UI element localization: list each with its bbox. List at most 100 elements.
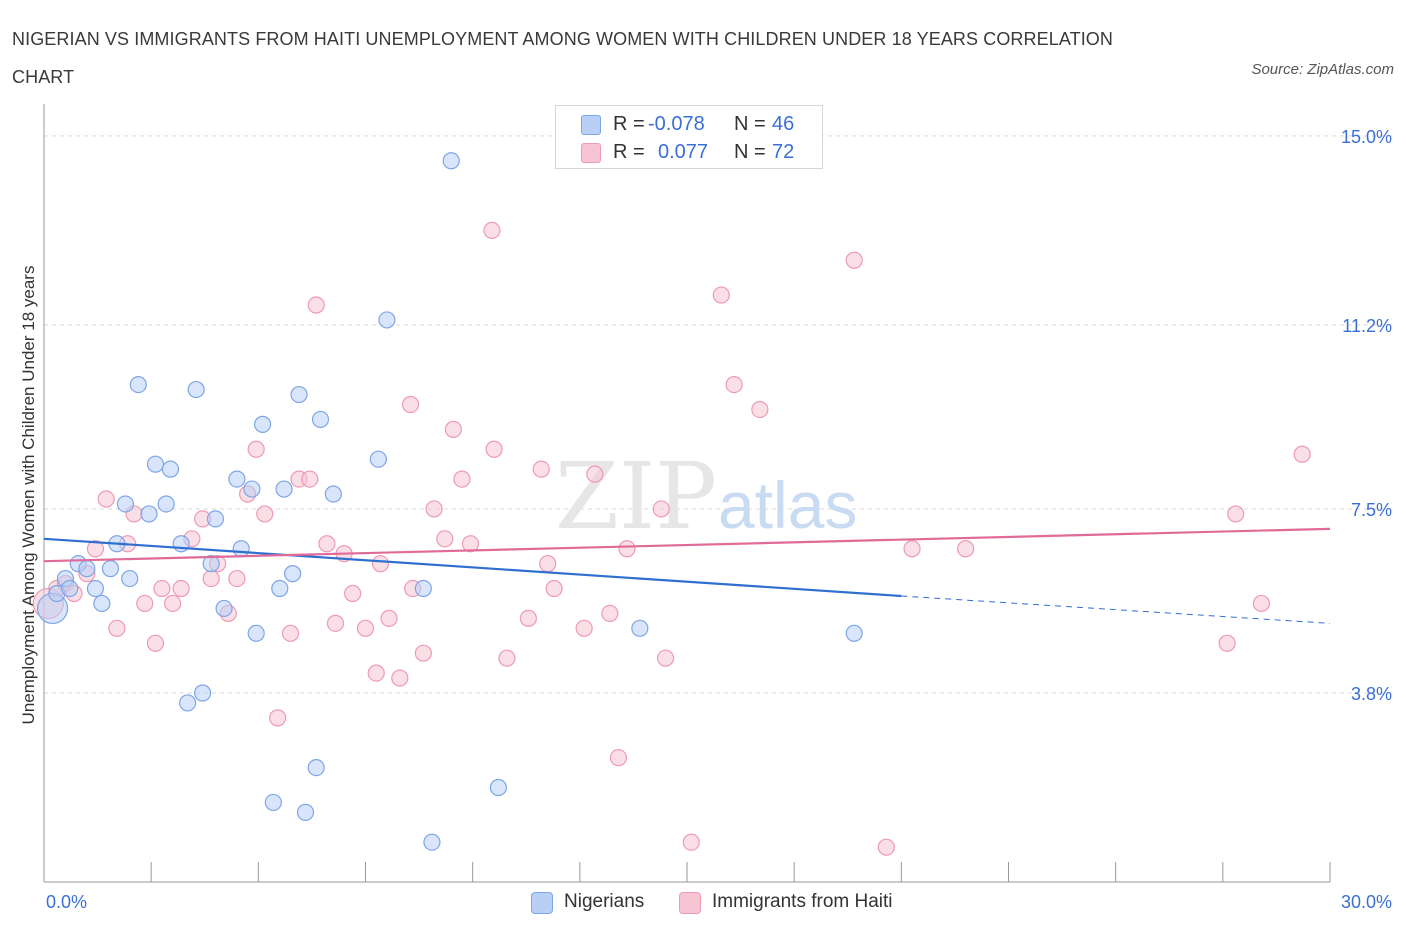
data-point-nigerians xyxy=(307,758,325,777)
data-point-nigerians xyxy=(631,619,649,637)
data-point-haiti xyxy=(877,838,895,856)
data-point-haiti xyxy=(483,221,501,240)
data-point-nigerians xyxy=(187,380,205,399)
data-point-nigerians xyxy=(845,624,863,642)
data-point-haiti xyxy=(1218,634,1236,652)
data-point-nigerians xyxy=(86,579,105,598)
trend-line-haiti xyxy=(43,527,1331,563)
data-point-haiti xyxy=(146,634,165,652)
data-point-haiti xyxy=(725,375,743,394)
data-point-nigerians xyxy=(101,560,120,578)
data-point-haiti xyxy=(1252,594,1271,613)
legend-swatch-nigerians xyxy=(531,892,553,914)
data-point-haiti xyxy=(391,669,409,687)
data-point-haiti xyxy=(1227,505,1245,523)
data-point-nigerians xyxy=(271,579,289,598)
data-point-haiti xyxy=(228,569,246,588)
data-point-haiti xyxy=(371,555,390,573)
data-point-haiti xyxy=(845,251,863,269)
data-point-nigerians xyxy=(290,385,308,404)
legend-swatch-nigerians xyxy=(581,115,601,135)
legend-label-haiti: Immigrants from Haiti xyxy=(712,891,893,912)
legend-row-nigerians: R = -0.078 N = 46 xyxy=(556,110,822,138)
data-point-haiti xyxy=(414,644,432,662)
legend-r-value: 0.077 xyxy=(658,141,709,163)
legend-n-value: 46 xyxy=(772,113,795,135)
data-point-nigerians xyxy=(206,510,225,528)
data-point-nigerians xyxy=(140,505,158,523)
legend-n-label: N = xyxy=(734,141,766,163)
data-point-haiti xyxy=(444,420,462,438)
data-point-haiti xyxy=(367,664,385,682)
data-point-haiti xyxy=(519,609,537,627)
data-point-haiti xyxy=(609,749,628,767)
legend-n-value: 72 xyxy=(772,141,795,163)
data-point-haiti xyxy=(247,440,265,458)
data-point-nigerians xyxy=(489,778,507,797)
data-point-nigerians xyxy=(423,833,441,851)
data-point-nigerians xyxy=(121,569,139,588)
data-point-haiti xyxy=(618,540,636,558)
data-point-nigerians xyxy=(247,624,265,642)
trend-lines xyxy=(43,527,1331,624)
data-point-nigerians xyxy=(202,555,220,573)
data-point-haiti xyxy=(202,569,220,588)
legend-swatch-haiti xyxy=(581,143,601,163)
x-tick-label: 30.0% xyxy=(1341,892,1392,912)
data-point-haiti xyxy=(172,579,190,598)
legend-r-label: R = xyxy=(613,113,645,135)
gridlines xyxy=(44,135,1392,694)
data-point-haiti xyxy=(957,540,975,558)
x-tick-label: 0.0% xyxy=(46,892,87,912)
data-point-nigerians xyxy=(264,793,282,812)
data-point-nigerians xyxy=(232,540,250,558)
data-point-nigerians xyxy=(243,480,261,498)
data-point-haiti xyxy=(97,490,115,508)
data-point-nigerians xyxy=(194,684,212,702)
data-point-nigerians xyxy=(129,375,147,394)
data-point-haiti xyxy=(425,500,443,518)
watermark-zip: ZIP xyxy=(555,443,717,550)
legend-r-value: -0.078 xyxy=(648,113,705,135)
data-point-haiti xyxy=(344,584,362,603)
y-tick-label: 7.5% xyxy=(1351,500,1392,520)
data-point-nigerians xyxy=(157,495,175,513)
data-point-nigerians xyxy=(146,455,165,473)
data-point-nigerians xyxy=(378,311,396,329)
watermark-atlas: atlas xyxy=(718,468,857,542)
chart-title: NIGERIAN VS IMMIGRANTS FROM HAITI UNEMPL… xyxy=(12,29,1114,87)
trend-extension-nigerians xyxy=(901,595,1331,624)
data-point-nigerians xyxy=(215,599,233,618)
data-point-nigerians xyxy=(324,485,342,503)
correlation-legend: R = -0.078 N = 46 R = 0.077 N = 72 xyxy=(555,105,823,169)
data-point-nigerians xyxy=(161,460,180,478)
data-point-haiti xyxy=(498,649,516,667)
data-point-haiti xyxy=(269,709,287,727)
data-point-haiti xyxy=(326,614,345,632)
data-point-nigerians xyxy=(116,495,135,513)
watermark: ZIP atlas xyxy=(555,443,857,550)
data-point-nigerians xyxy=(61,579,79,598)
data-point-haiti xyxy=(652,500,670,518)
trend-line-nigerians xyxy=(43,537,902,598)
data-point-haiti xyxy=(575,619,593,637)
legend-n-label: N = xyxy=(734,113,766,135)
data-point-nigerians xyxy=(254,415,272,433)
data-point-haiti xyxy=(751,400,769,419)
data-point-haiti xyxy=(307,296,325,314)
data-point-haiti xyxy=(461,535,480,553)
data-point-haiti xyxy=(903,540,921,558)
data-point-haiti xyxy=(301,470,319,488)
data-point-haiti xyxy=(539,555,557,573)
data-point-nigerians xyxy=(311,410,330,429)
data-point-nigerians xyxy=(93,594,111,613)
data-point-haiti xyxy=(318,535,336,553)
data-point-haiti xyxy=(356,619,375,637)
data-point-haiti xyxy=(485,440,503,458)
data-point-haiti xyxy=(108,619,126,637)
tick-labels: 3.8% 7.5% 11.2% 15.0% 0.0% 30.0% xyxy=(46,127,1392,912)
data-point-nigerians xyxy=(296,803,315,821)
data-point-haiti xyxy=(136,594,154,613)
legend-swatch-haiti xyxy=(679,892,701,914)
